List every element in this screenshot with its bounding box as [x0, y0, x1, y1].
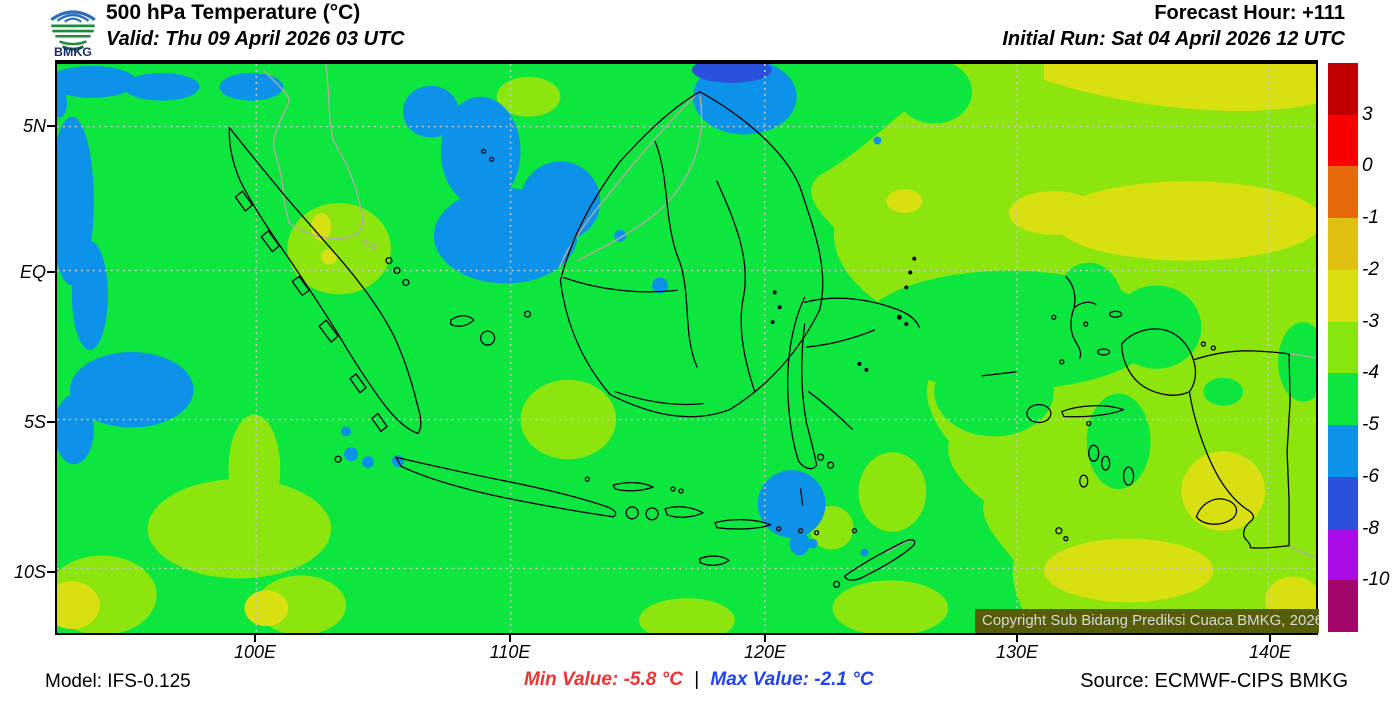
bmkg-logo: BMKG — [44, 1, 102, 59]
lon-tick — [1016, 635, 1018, 642]
colorbar-tick-label: 3 — [1362, 103, 1373, 125]
colorbar-segment — [1328, 528, 1358, 581]
colorbar-segment — [1328, 269, 1358, 322]
lat-label-10s: 10S — [13, 562, 46, 582]
temperature-field-svg — [57, 64, 1316, 633]
model-label: Model: IFS-0.125 — [45, 671, 191, 692]
temperature-map — [55, 60, 1318, 635]
lon-tick — [254, 635, 256, 642]
bmkg-logo-text: BMKG — [54, 45, 92, 57]
colorbar-tick-label: -2 — [1362, 258, 1379, 280]
lon-label-140e: 140E — [1248, 642, 1292, 662]
colorbar-segment — [1328, 321, 1358, 374]
colorbar-segment — [1328, 580, 1358, 633]
colorbar — [1328, 63, 1358, 633]
foreign-coastlines — [262, 64, 1316, 559]
colorbar-tick-label: 0 — [1362, 155, 1373, 177]
copyright-strip: Copyright Sub Bidang Prediksi Cuaca BMKG… — [975, 609, 1319, 633]
lat-tick — [47, 421, 55, 423]
colorbar-segment — [1328, 373, 1358, 426]
indonesia-coastlines — [228, 91, 1291, 588]
colorbar-tick-label: -10 — [1362, 569, 1390, 591]
source-label: Source: ECMWF-CIPS BMKG — [1080, 670, 1348, 692]
lon-tick — [509, 635, 511, 642]
colorbar-tick-label: -3 — [1362, 310, 1379, 332]
lat-tick — [47, 125, 55, 127]
minmax-values: Min Value: -5.8 °C | Max Value: -2.1 °C — [524, 669, 874, 691]
lon-label-110e: 110E — [489, 642, 531, 662]
lat-label-eq: EQ — [19, 262, 46, 282]
lon-tick — [764, 635, 766, 642]
colorbar-segment — [1328, 63, 1358, 115]
colorbar-tick-label: -1 — [1362, 207, 1379, 229]
graticule-gridlines — [57, 64, 1316, 633]
page-title: 500 hPa Temperature (°C) — [106, 1, 361, 24]
lat-label-5s: 5S — [23, 412, 46, 432]
field-dark-blue-regions — [691, 64, 772, 83]
minmax-separator: | — [694, 669, 700, 690]
colorbar-tick-labels: 3 0 -1 -2 -3 -4 -5 -6 -8 -10 — [1362, 63, 1400, 632]
lon-tick — [1269, 635, 1271, 642]
lat-label-5n: 5N — [22, 116, 46, 136]
forecast-hour-label: Forecast Hour: +111 — [1154, 2, 1345, 24]
colorbar-tick-label: -6 — [1362, 465, 1379, 487]
initial-run-label: Initial Run: Sat 04 April 2026 12 UTC — [1002, 28, 1345, 50]
colorbar-tick-label: -5 — [1362, 414, 1379, 436]
min-value-label: Min Value: -5.8 °C — [524, 669, 683, 690]
lon-label-100e: 100E — [233, 642, 277, 662]
colorbar-segment — [1328, 476, 1358, 529]
lat-tick — [47, 271, 55, 273]
lon-label-120e: 120E — [743, 642, 787, 662]
bmkg-logo-graphic: BMKG — [50, 10, 96, 59]
lat-tick — [47, 571, 55, 573]
colorbar-segment — [1328, 425, 1358, 477]
max-value-label: Max Value: -2.1 °C — [710, 669, 874, 690]
colorbar-tick-label: -4 — [1362, 362, 1379, 384]
colorbar-segment — [1328, 218, 1358, 270]
lon-label-130e: 130E — [995, 642, 1039, 662]
field-green-overlays — [859, 64, 1316, 490]
colorbar-segment — [1328, 166, 1358, 219]
colorbar-segment — [1328, 114, 1358, 167]
valid-time-label: Valid: Thu 09 April 2026 03 UTC — [106, 28, 405, 50]
colorbar-tick-label: -8 — [1362, 517, 1379, 539]
